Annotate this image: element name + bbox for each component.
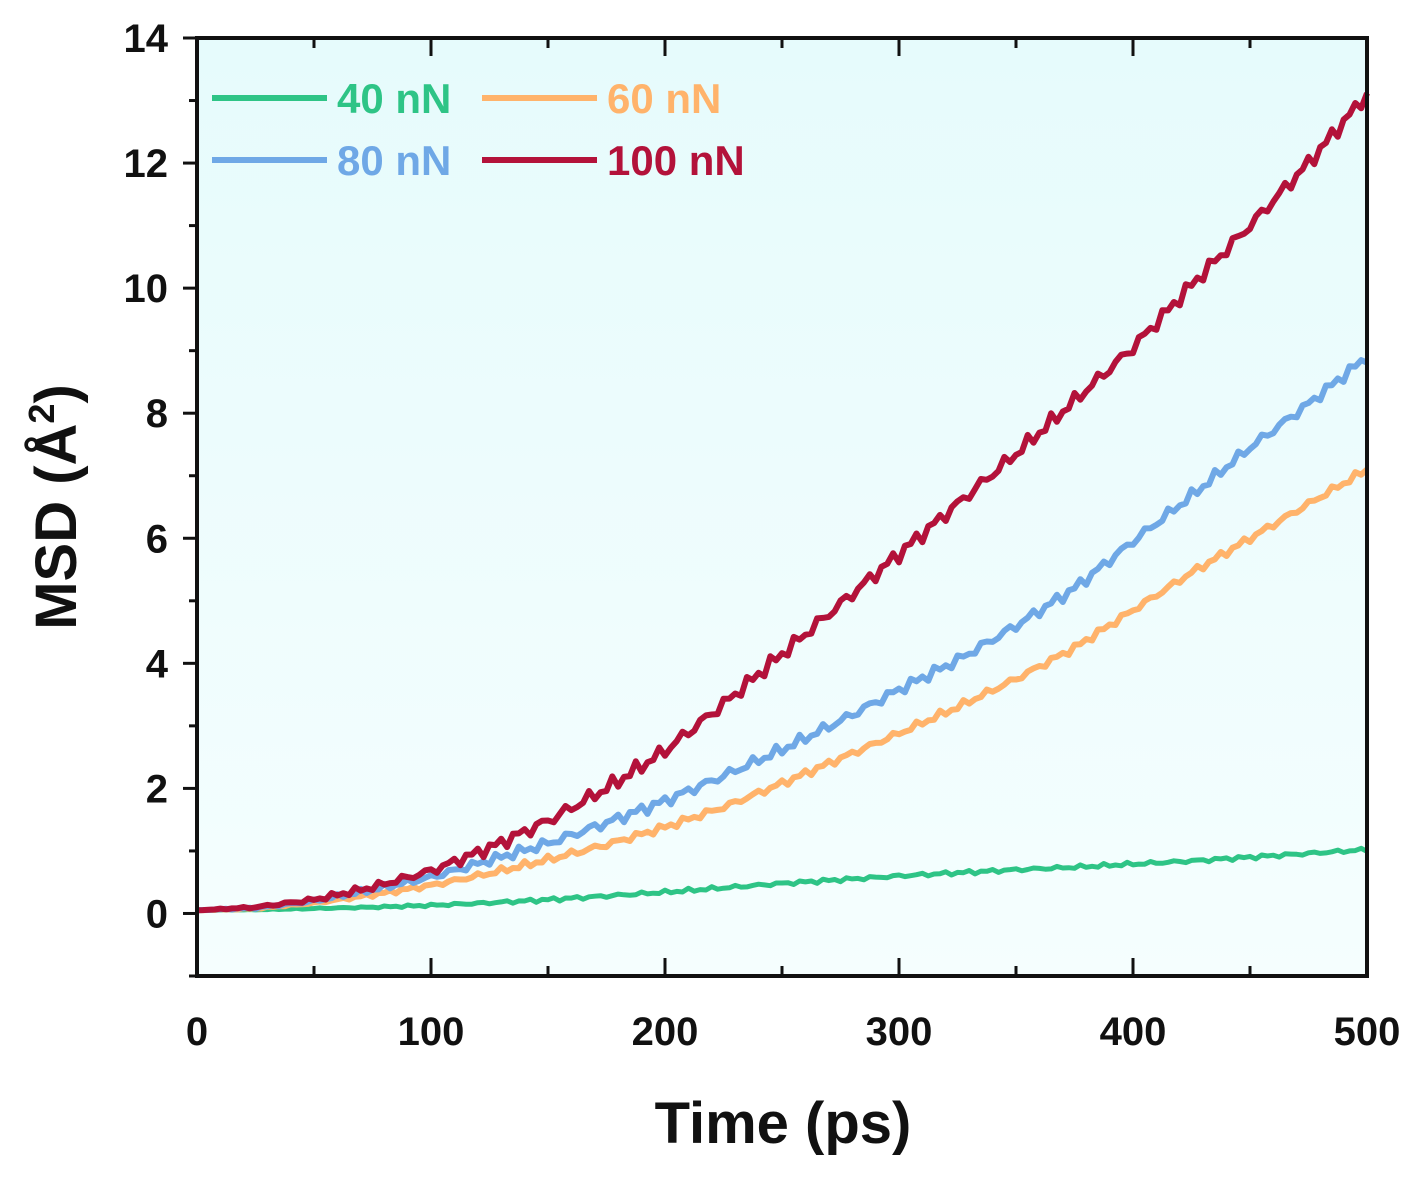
series-line-40-nn [197,845,1369,913]
legend-label: 80 nN [337,137,451,184]
legend: 40 nN 60 nN 80 nN 100 nN [212,75,745,184]
legend-label: 40 nN [337,75,451,122]
x-tick-label: 100 [398,1010,465,1054]
series-line-60-nn [196,467,1370,914]
series-line-80-nn [196,357,1369,914]
y-tick-labels: 0 2 4 6 8 10 12 14 [124,17,169,936]
y-tick-label: 0 [146,892,168,936]
y-tick-label: 2 [146,767,168,811]
y-axis-title-close: ) [24,384,89,403]
y-axis-title-main: MSD (Å [24,424,89,630]
plot-background [197,38,1367,976]
legend-label: 100 nN [607,137,745,184]
x-tick-label: 300 [866,1010,933,1054]
y-tick-label: 4 [146,642,169,686]
y-tick-label: 10 [124,267,169,311]
series-line-100-nn [196,92,1370,914]
y-tick-label: 12 [124,142,169,186]
y-axis-title: MSD (Å2) [21,384,89,630]
y-axis-title-superscript: 2 [21,404,62,424]
y-tick-label: 6 [146,517,168,561]
legend-label: 60 nN [607,75,721,122]
x-tick-label: 0 [186,1010,208,1054]
x-tick-labels: 0 100 200 300 400 500 [186,1010,1401,1054]
plot-frame [195,36,1369,978]
x-tick-label: 500 [1334,1010,1401,1054]
y-tick-label: 14 [124,17,169,61]
x-tick-label: 200 [632,1010,699,1054]
series-layer [196,92,1370,914]
x-axis-title: Time (ps) [655,1091,912,1156]
x-tick-label: 400 [1100,1010,1167,1054]
y-tick-label: 8 [146,392,168,436]
